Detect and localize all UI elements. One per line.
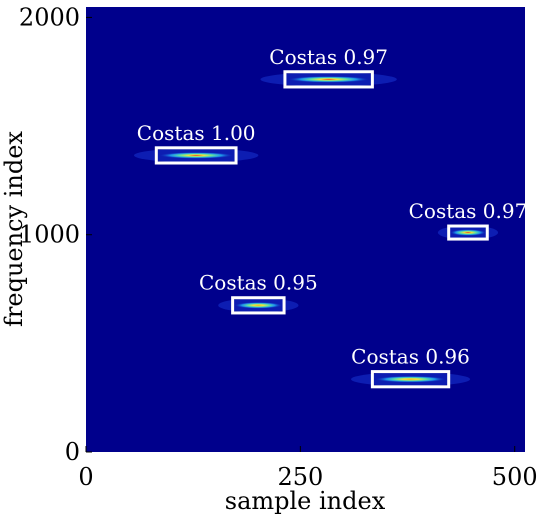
x-tick-label: 500 [492, 463, 538, 491]
detection-label: Costas 1.00 [137, 121, 256, 145]
x-tick-label: 250 [277, 463, 323, 491]
y-axis-ticks: 0 1000 2000 [19, 3, 92, 466]
detection-label: Costas 0.97 [409, 199, 528, 223]
y-axis-label: frequency index [0, 131, 28, 327]
y-tick-label: 1000 [19, 221, 80, 249]
detection-label: Costas 0.97 [269, 45, 388, 69]
y-tick-label: 0 [65, 438, 80, 466]
detection-marks: Costas 0.97 Costas 1.00 Costas 0.97 Costas … [133, 45, 528, 389]
detection-energy [375, 376, 446, 383]
detection-energy [234, 302, 283, 309]
y-tick-label: 2000 [19, 3, 80, 31]
x-axis-ticks: 0 250 500 [78, 446, 538, 491]
detection-box [154, 146, 238, 165]
detection-box [447, 224, 489, 241]
x-axis-label: sample index [225, 487, 386, 515]
detection-box [231, 296, 286, 315]
detection-energy [450, 229, 486, 236]
detection-energy [288, 76, 369, 83]
detection-box [370, 370, 451, 389]
detection-energy [159, 152, 233, 159]
detection-label: Costas 0.95 [199, 271, 318, 295]
x-tick-label: 0 [78, 463, 93, 491]
detection-label: Costas 0.96 [351, 345, 470, 369]
detection-box [283, 70, 374, 89]
